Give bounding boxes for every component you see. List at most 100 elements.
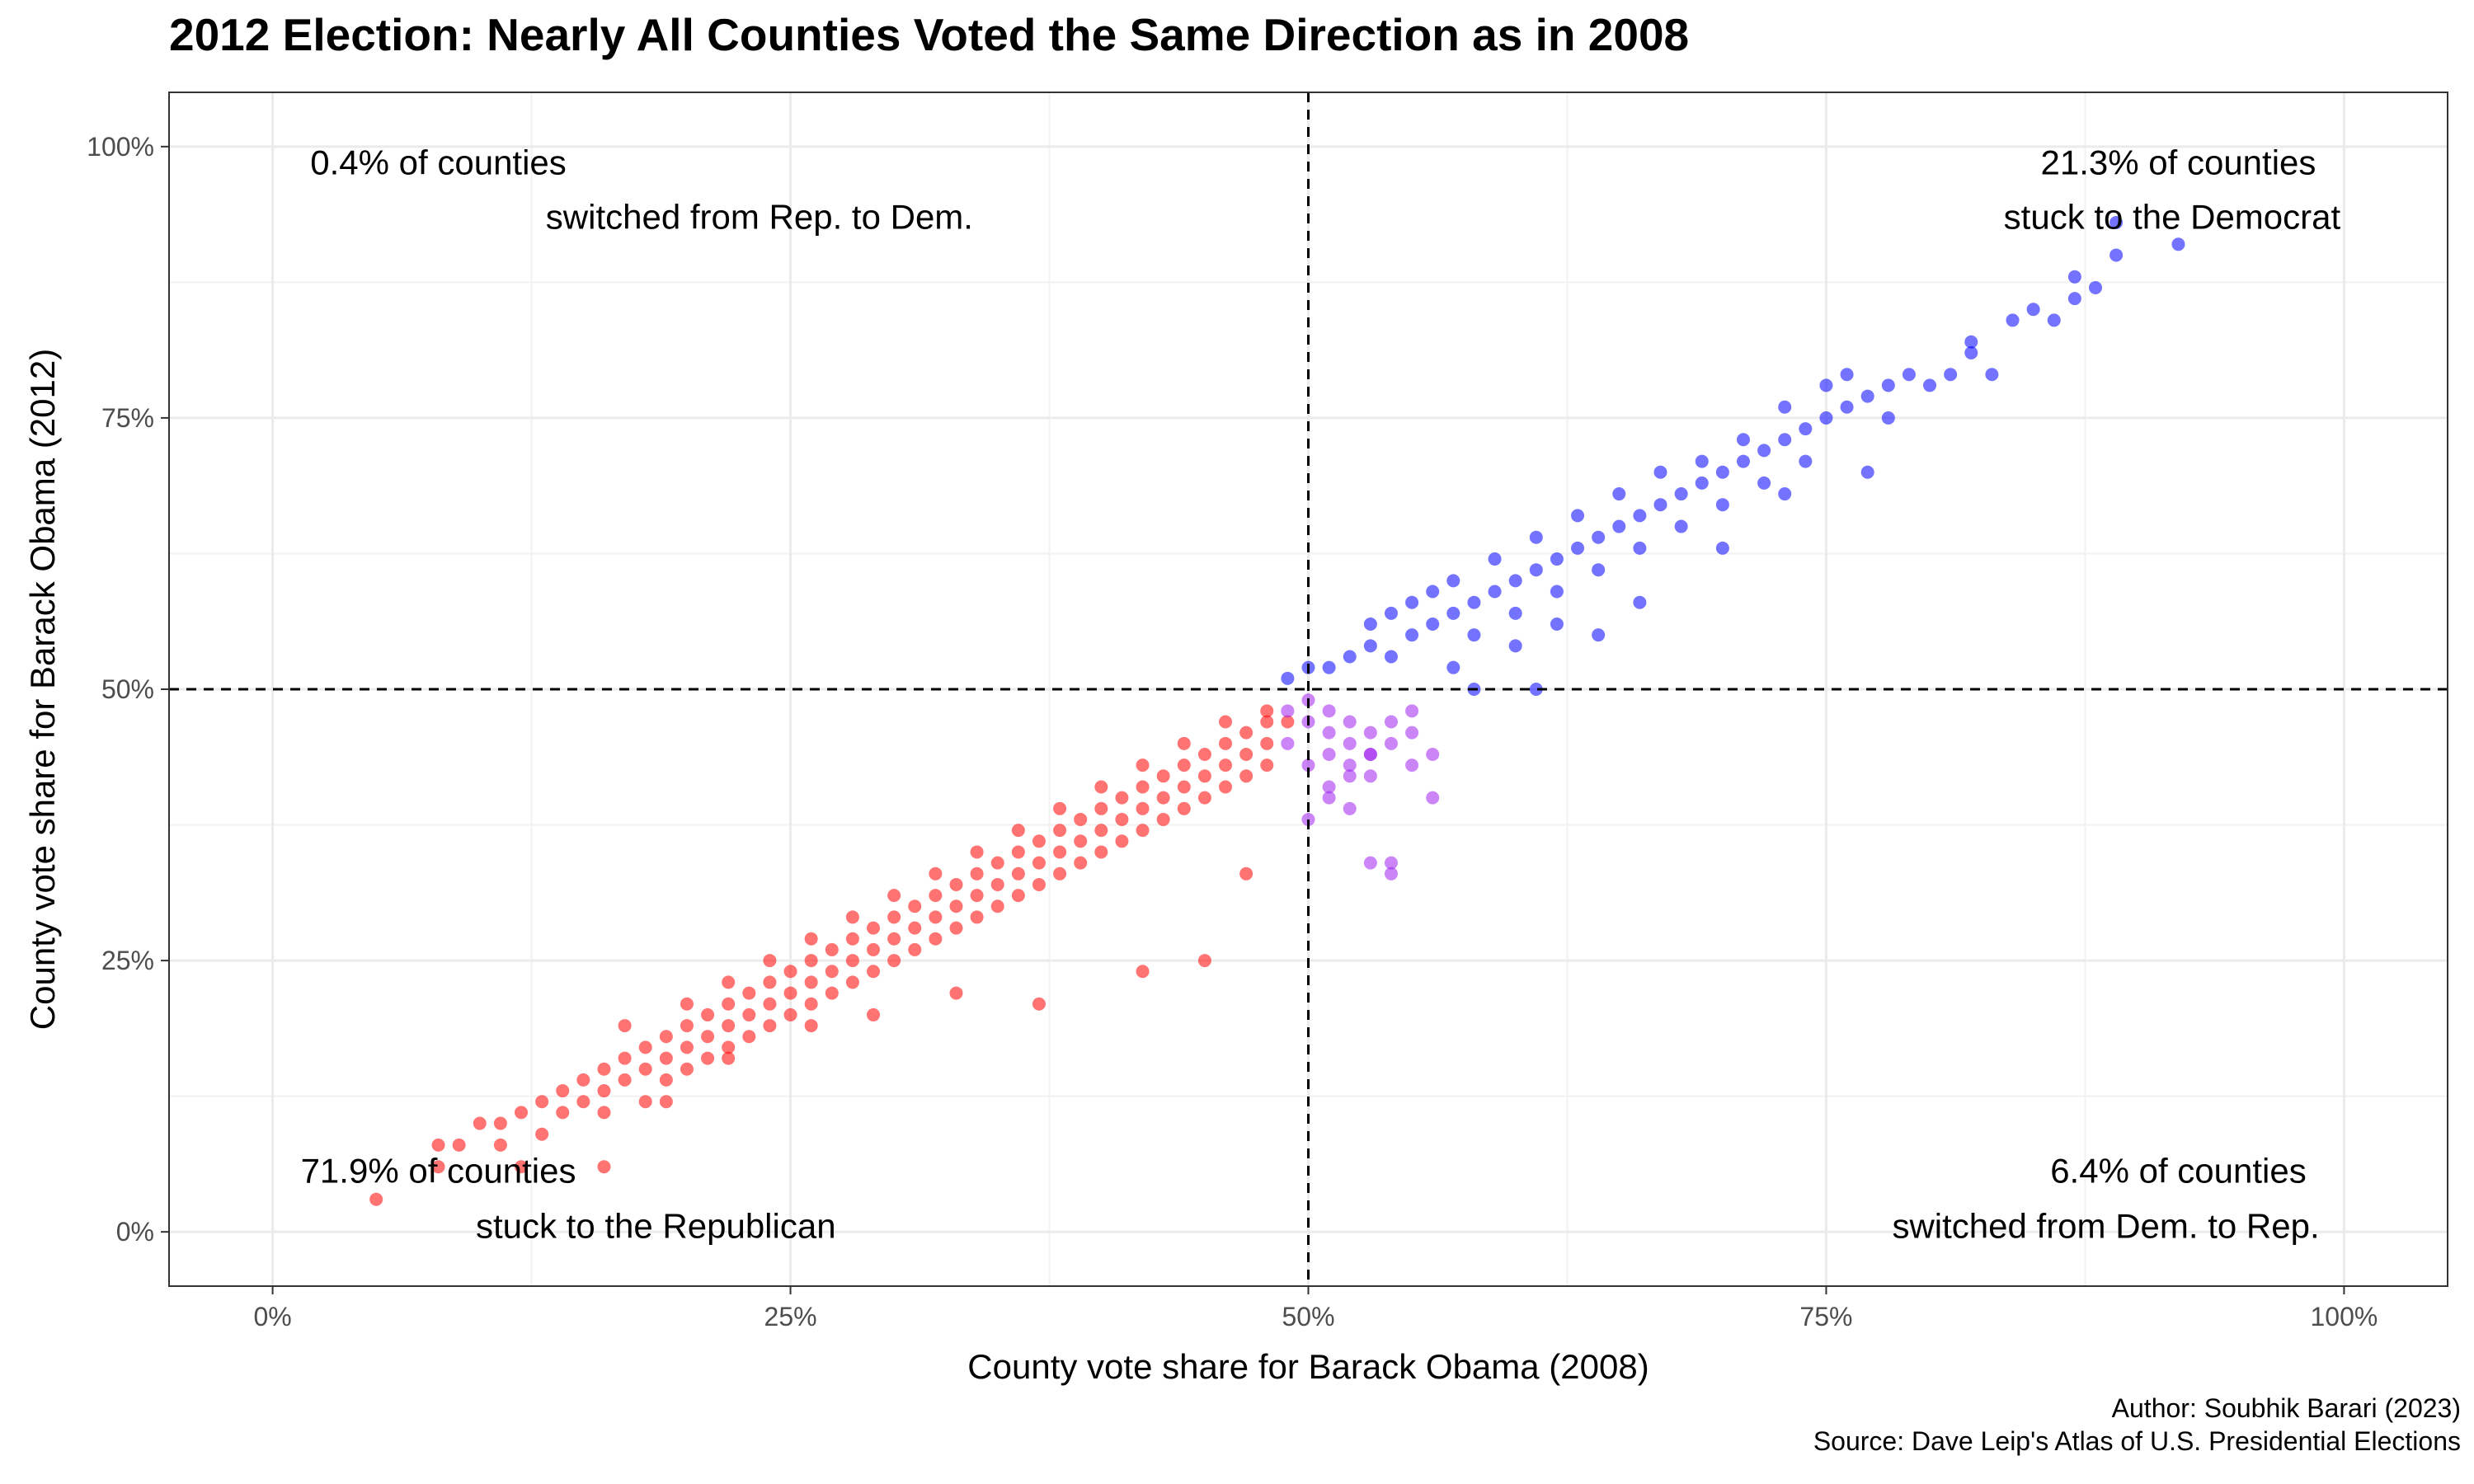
data-point-stuck-republican — [783, 986, 797, 1000]
data-point-stuck-republican — [887, 932, 901, 946]
x-tick-label: 100% — [2310, 1302, 2378, 1331]
data-point-stuck-republican — [867, 921, 881, 935]
data-point-stuck-republican — [1177, 736, 1191, 750]
data-point-stuck-democrat — [2109, 215, 2124, 229]
data-point-stuck-democrat — [1715, 498, 1729, 512]
data-point-stuck-republican — [1053, 801, 1067, 815]
data-point-stuck-democrat — [2088, 280, 2102, 294]
data-point-switched-dem-to-rep — [1384, 866, 1398, 881]
data-point-stuck-democrat — [2026, 303, 2040, 317]
data-point-stuck-democrat — [1612, 487, 1626, 501]
data-point-stuck-republican — [1032, 877, 1046, 891]
data-point-stuck-republican — [1239, 769, 1253, 783]
data-point-switched-dem-to-rep — [1363, 769, 1377, 783]
data-point-stuck-republican — [1156, 769, 1170, 783]
data-point-stuck-democrat — [1529, 563, 1543, 577]
data-point-stuck-republican — [1094, 780, 1108, 794]
data-point-stuck-republican — [908, 942, 922, 956]
data-point-stuck-republican — [1011, 845, 1025, 859]
data-point-stuck-democrat — [1653, 465, 1667, 479]
data-point-stuck-democrat — [1778, 433, 1792, 447]
data-point-stuck-republican — [929, 910, 943, 924]
quadrant-annotations: 0.4% of counties switched from Rep. to De… — [301, 143, 2341, 1246]
data-point-stuck-republican — [701, 1030, 715, 1044]
data-point-stuck-republican — [1260, 758, 1274, 773]
data-point-stuck-republican — [369, 1192, 383, 1206]
data-point-stuck-democrat — [1446, 606, 1460, 620]
data-point-stuck-democrat — [1550, 552, 1564, 566]
data-point-stuck-republican — [1074, 812, 1088, 826]
data-point-stuck-republican — [763, 1019, 777, 1033]
data-point-stuck-republican — [1219, 715, 1233, 729]
data-point-stuck-republican — [845, 932, 859, 946]
data-point-stuck-republican — [845, 910, 859, 924]
x-tick-label: 50% — [1282, 1302, 1334, 1331]
data-point-stuck-democrat — [1405, 628, 1419, 642]
data-point-stuck-democrat — [1426, 618, 1440, 632]
data-point-stuck-republican — [763, 997, 777, 1011]
data-point-stuck-republican — [1011, 824, 1025, 838]
reference-lines — [169, 92, 2448, 1286]
data-point-stuck-republican — [1260, 736, 1274, 750]
data-point-stuck-republican — [804, 954, 818, 968]
chart-title: 2012 Election: Nearly All Counties Voted… — [169, 9, 1690, 60]
data-point-stuck-democrat — [1695, 454, 1709, 468]
data-point-stuck-republican — [1074, 834, 1088, 848]
data-point-stuck-republican — [659, 1095, 673, 1109]
data-point-stuck-republican — [515, 1106, 529, 1120]
y-tick-label: 75% — [101, 403, 154, 433]
data-point-stuck-republican — [742, 986, 756, 1000]
data-point-stuck-democrat — [1923, 378, 1937, 392]
data-point-stuck-republican — [825, 942, 839, 956]
data-point-stuck-democrat — [1881, 411, 1895, 425]
data-point-stuck-democrat — [1508, 639, 1522, 653]
data-point-stuck-democrat — [1322, 660, 1336, 674]
data-point-stuck-republican — [867, 942, 881, 956]
data-point-stuck-republican — [1281, 715, 1295, 729]
data-point-stuck-republican — [722, 1019, 736, 1033]
data-point-stuck-democrat — [1571, 509, 1585, 523]
data-point-stuck-republican — [1239, 726, 1253, 740]
data-point-stuck-republican — [1032, 834, 1046, 848]
data-point-switched-dem-to-rep — [1343, 801, 1357, 815]
data-point-stuck-democrat — [1343, 650, 1357, 664]
data-point-stuck-republican — [618, 1073, 632, 1087]
data-point-stuck-republican — [990, 856, 1004, 870]
data-point-stuck-republican — [659, 1030, 673, 1044]
data-point-stuck-republican — [970, 866, 984, 881]
data-point-stuck-republican — [887, 889, 901, 903]
data-point-stuck-republican — [845, 954, 859, 968]
data-point-stuck-democrat — [1633, 509, 1647, 523]
data-point-switched-dem-to-rep — [1301, 812, 1315, 826]
data-point-stuck-republican — [431, 1160, 445, 1174]
data-point-stuck-republican — [949, 877, 963, 891]
data-point-stuck-democrat — [1550, 618, 1564, 632]
data-point-stuck-republican — [1115, 812, 1129, 826]
data-point-stuck-democrat — [1612, 519, 1626, 533]
data-point-stuck-republican — [1136, 780, 1150, 794]
data-point-stuck-republican — [680, 1062, 694, 1076]
data-point-stuck-republican — [1136, 965, 1150, 979]
data-point-stuck-democrat — [1736, 454, 1750, 468]
data-point-stuck-democrat — [1695, 476, 1709, 490]
data-point-stuck-republican — [680, 1040, 694, 1054]
caption-author: Author: Soubhik Barari (2023) — [2111, 1393, 2461, 1423]
data-point-stuck-democrat — [1529, 683, 1543, 696]
data-point-stuck-democrat — [1860, 465, 1874, 479]
data-point-stuck-democrat — [1778, 400, 1792, 414]
data-point-stuck-republican — [431, 1138, 445, 1152]
data-point-stuck-republican — [929, 932, 943, 946]
data-point-stuck-democrat — [1736, 433, 1750, 447]
data-point-stuck-republican — [970, 889, 984, 903]
y-tick-label: 25% — [101, 946, 154, 975]
data-point-stuck-republican — [618, 1051, 632, 1065]
data-point-switched-dem-to-rep — [1343, 769, 1357, 783]
data-point-stuck-republican — [1219, 780, 1233, 794]
data-point-stuck-republican — [473, 1116, 487, 1130]
data-point-stuck-democrat — [1757, 444, 1771, 458]
data-point-switched-dem-to-rep — [1322, 704, 1336, 718]
data-point-stuck-democrat — [1281, 671, 1295, 685]
data-point-stuck-democrat — [1715, 541, 1729, 555]
data-point-stuck-republican — [659, 1051, 673, 1065]
